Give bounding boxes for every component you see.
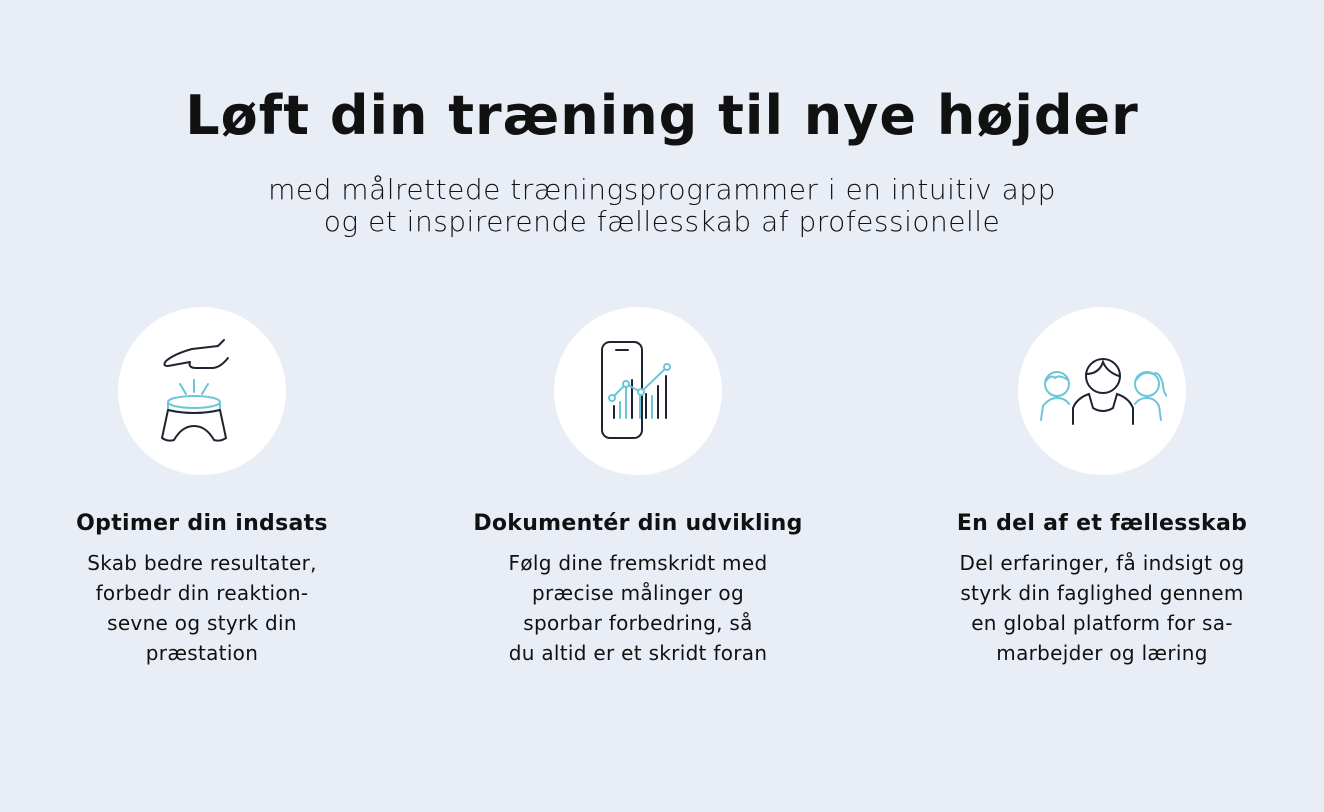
feature-optimize: Optimer din indsats Skab bedre resultate… xyxy=(22,307,382,668)
feature-community: En del af et fællesskab Del erfaringer, … xyxy=(922,307,1282,668)
feature-document: Dokumentér din udvikling Følg dine frems… xyxy=(458,307,818,668)
description-line: Del erfaringer, få indsigt og xyxy=(959,551,1245,575)
description-line: en global platform for sa- xyxy=(971,611,1233,635)
phone-chart-icon xyxy=(601,341,671,439)
icon-circle xyxy=(1018,307,1186,475)
feature-description: Følg dine fremskridt med præcise målinge… xyxy=(458,548,818,668)
feature-title: En del af et fællesskab xyxy=(956,511,1248,536)
description-line: styrk din faglighed gennem xyxy=(960,581,1244,605)
description-line: Følg dine fremskridt med xyxy=(508,551,768,575)
subtitle-line: og et inspirerende fællesskab af profess… xyxy=(323,205,1001,238)
description-line: præstation xyxy=(145,641,259,665)
subtitle-line: med målrettede træningsprogrammer i en i… xyxy=(268,173,1056,206)
icon-circle xyxy=(554,307,722,475)
feature-title: Optimer din indsats xyxy=(76,511,328,536)
description-line: Skab bedre resultater, xyxy=(87,551,317,575)
description-line: forbedr din reaktion- xyxy=(95,581,309,605)
icon-circle xyxy=(118,307,286,475)
description-line: sevne og styrk din xyxy=(107,611,297,635)
page-subtitle: med målrettede træningsprogrammer i en i… xyxy=(0,174,1324,238)
feature-title: Dokumentér din udvikling xyxy=(473,511,803,536)
description-line: præcise målinger og xyxy=(532,581,744,605)
community-people-icon xyxy=(1040,358,1167,425)
description-line: sporbar forbedring, så xyxy=(523,611,753,635)
description-line: du altid er et skridt foran xyxy=(508,641,768,665)
page-title: Løft din træning til nye højder xyxy=(185,84,1139,147)
description-line: marbejder og læring xyxy=(996,641,1208,665)
feature-description: Skab bedre resultater, forbedr din reakt… xyxy=(22,548,382,668)
feature-description: Del erfaringer, få indsigt og styrk din … xyxy=(922,548,1282,668)
hand-over-bowl-icon xyxy=(161,339,229,442)
